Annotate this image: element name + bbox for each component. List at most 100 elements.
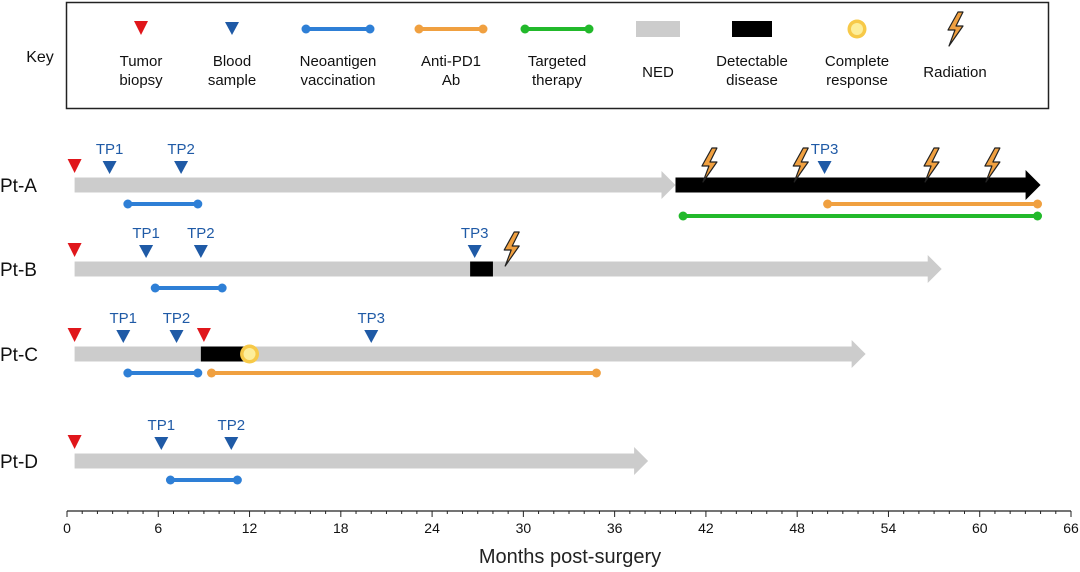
targeted-therapy-line-end-dot <box>1033 211 1043 221</box>
x-axis-label: Months post-surgery <box>479 546 661 568</box>
complete-response-icon-inner <box>851 23 863 35</box>
blood-sample-marker <box>169 330 184 343</box>
anti-pd1-line-end-dot <box>591 368 601 378</box>
anti-pd1-line <box>823 199 1043 209</box>
ned-bar <box>74 255 942 283</box>
tumor-biopsy-icon <box>134 21 148 35</box>
key-item-ned: NED <box>636 21 680 81</box>
key-label-detectable-disease-1: disease <box>726 72 778 89</box>
disease-bar <box>200 346 245 362</box>
timepoint-label: TP2 <box>163 310 191 327</box>
neoantigen-vaccination-line-start-dot <box>165 475 175 485</box>
blood-sample-marker <box>139 245 154 258</box>
neoantigen-vaccination-line <box>123 199 203 209</box>
key-frame <box>65 1 1050 110</box>
timepoint-label: TP2 <box>187 225 215 242</box>
patient-row-pt-a: Pt-A TP1 TP2 TP3 <box>0 141 1043 221</box>
timepoint-label: TP2 <box>167 141 195 158</box>
x-tick-label: 66 <box>1063 520 1079 536</box>
key-item-targeted-therapy: Targeted therapy <box>520 24 594 89</box>
neoantigen-vaccination-line <box>165 475 242 485</box>
key-item-neoantigen-vaccination: Neoantigen vaccination <box>300 24 376 89</box>
blood-sample-marker <box>102 161 117 174</box>
radiation-marker <box>503 231 520 267</box>
blood-sample-marker <box>224 437 239 450</box>
anti-pd1-swatch-end-dot <box>478 24 488 34</box>
x-tick-label: 54 <box>881 520 897 536</box>
key-label-blood-sample-1: sample <box>208 72 256 89</box>
key-label-complete-response-1: response <box>826 72 888 89</box>
key-item-blood-sample: Blood sample <box>208 22 256 89</box>
key-label-anti-pd1-1: Ab <box>442 72 460 89</box>
key-box: Key Tumor biopsy Blood sample Neoantigen vacci… <box>26 1 1050 110</box>
neoantigen-vaccination-line <box>150 283 227 293</box>
timepoint-label: TP3 <box>357 310 385 327</box>
disease-bar <box>470 261 493 277</box>
neoantigen-vaccination-swatch-end-dot <box>365 24 375 34</box>
x-tick-label: 0 <box>63 520 71 536</box>
timepoint-label: TP1 <box>148 417 176 434</box>
timepoint-label: TP2 <box>218 417 246 434</box>
x-tick-label: 36 <box>607 520 623 536</box>
radiation-marker <box>984 147 1001 183</box>
key-item-detectable-disease: Detectable disease <box>716 21 788 89</box>
ned-bar <box>74 171 676 199</box>
x-tick-label: 18 <box>333 520 349 536</box>
ned-bar <box>74 340 866 368</box>
blood-sample-marker <box>817 161 832 174</box>
anti-pd1-swatch <box>414 24 488 34</box>
key-label-anti-pd1-0: Anti-PD1 <box>421 53 481 70</box>
neoantigen-vaccination-line-start-dot <box>150 283 160 293</box>
key-item-complete-response: Complete response <box>825 19 889 89</box>
blood-sample-marker <box>193 245 208 258</box>
tumor-biopsy-marker <box>67 435 82 449</box>
key-label-neoantigen-vaccination-1: vaccination <box>300 72 375 89</box>
key-label-radiation-0: Radiation <box>923 64 986 81</box>
patient-label: Pt-A <box>0 176 37 197</box>
key-title: Key <box>26 49 54 66</box>
neoantigen-vaccination-line-end-dot <box>217 283 227 293</box>
tumor-biopsy-marker <box>196 328 211 342</box>
anti-pd1-line-end-dot <box>1033 199 1043 209</box>
blood-sample-marker <box>116 330 131 343</box>
x-tick-label: 24 <box>424 520 440 536</box>
neoantigen-vaccination-line-start-dot <box>123 368 133 378</box>
x-tick-label: 6 <box>154 520 162 536</box>
blood-sample-marker <box>467 245 482 258</box>
targeted-therapy-line <box>678 211 1043 221</box>
radiation-marker <box>792 147 809 183</box>
x-tick-label: 12 <box>242 520 258 536</box>
key-label-complete-response-0: Complete <box>825 53 889 70</box>
x-axis: 0 6 12 18 24 30 36 42 48 54 60 66 <box>63 510 1079 536</box>
timepoint-label: TP3 <box>461 225 489 242</box>
targeted-therapy-swatch-end-dot <box>584 24 594 34</box>
tumor-biopsy-marker <box>67 159 82 173</box>
ned-swatch <box>636 21 680 37</box>
x-tick-label: 60 <box>972 520 988 536</box>
radiation-icon <box>947 11 964 47</box>
timepoint-label: TP1 <box>110 310 138 327</box>
blood-sample-marker <box>154 437 169 450</box>
key-label-tumor-biopsy-0: Tumor <box>120 53 163 70</box>
key-label-detectable-disease-0: Detectable <box>716 53 788 70</box>
tumor-biopsy-marker <box>67 328 82 342</box>
patient-row-pt-d: Pt-D TP1 TP2 <box>0 417 649 485</box>
key-label-ned-0: NED <box>642 64 674 81</box>
blood-sample-marker <box>364 330 379 343</box>
targeted-therapy-swatch-start-dot <box>520 24 530 34</box>
neoantigen-vaccination-line-end-dot <box>193 199 203 209</box>
patient-label: Pt-C <box>0 345 38 366</box>
neoantigen-vaccination-swatch-start-dot <box>301 24 311 34</box>
key-item-anti-pd1: Anti-PD1 Ab <box>414 24 488 89</box>
neoantigen-vaccination-line <box>123 368 203 378</box>
timepoint-label: TP1 <box>132 225 160 242</box>
ned-bar <box>74 447 649 475</box>
disease-bar <box>675 170 1041 200</box>
patient-label: Pt-B <box>0 260 37 281</box>
targeted-therapy-swatch <box>520 24 594 34</box>
x-tick-label: 42 <box>698 520 714 536</box>
tumor-biopsy-marker <box>67 243 82 257</box>
neoantigen-vaccination-line-end-dot <box>193 368 203 378</box>
blood-sample-icon <box>225 22 239 35</box>
